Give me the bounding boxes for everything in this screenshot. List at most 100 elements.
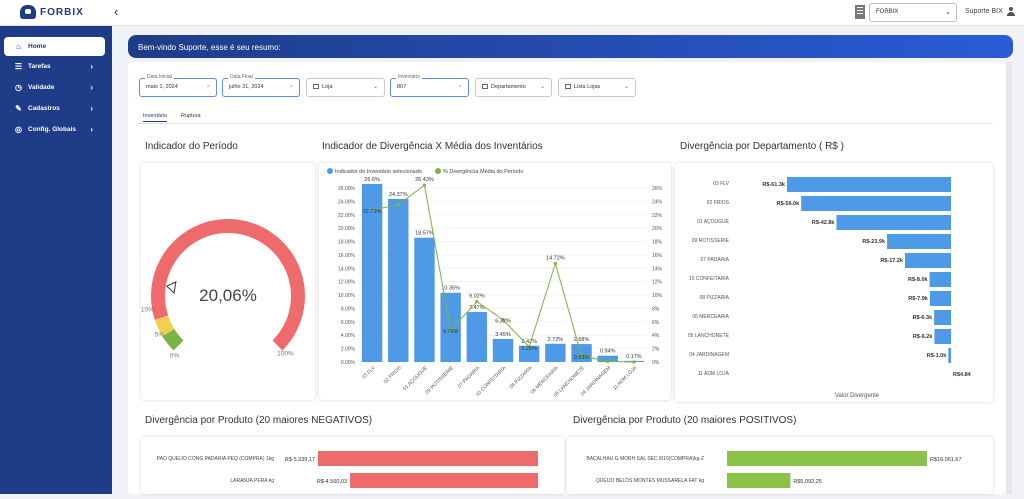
bar-label: 2.68%	[574, 337, 590, 343]
line-point	[370, 208, 374, 212]
gauge-band-2	[151, 219, 305, 351]
scrollbar[interactable]	[1006, 62, 1012, 494]
field-value: Lista Lojas	[574, 84, 601, 90]
dept-bar	[904, 253, 951, 268]
gauge-card: 20,06% 0% 5% 10% 100%	[141, 163, 315, 400]
y2-tick-label: 20%	[652, 226, 663, 232]
tab-inventario[interactable]: Inventário	[143, 113, 168, 122]
y-tick-label: 18.00%	[338, 240, 356, 246]
lista-lojas-select[interactable]: Lista Lojas ⌄	[558, 78, 636, 97]
y-tick-label: 14.00%	[338, 266, 356, 272]
y2-tick-label: 18%	[652, 240, 663, 246]
forbix-logo[interactable]: FORBIX	[20, 5, 84, 19]
positivos-title: Divergência por Produto (20 maiores POSI…	[573, 415, 797, 426]
tab-ruptura[interactable]: Ruptura	[181, 113, 201, 119]
list-icon	[565, 84, 571, 90]
chevron-down-icon: ⌄	[372, 84, 378, 90]
loja-select[interactable]: Loja ⌄	[306, 78, 385, 97]
chevron-down-icon: ⌄	[945, 9, 951, 16]
clear-icon[interactable]: ×	[289, 84, 293, 90]
legend-label: % Divergência Média do Período	[443, 169, 523, 175]
dept-value: R$4.84	[953, 372, 972, 378]
line-point	[527, 345, 531, 349]
divergence-card: Indicador do Inventário selecionado % Div…	[319, 163, 671, 400]
y2-tick-label: 14%	[652, 266, 663, 272]
sidebar-item-cadastros[interactable]: ✎ Cadastros ›	[4, 99, 105, 118]
y-tick-label: 8.00%	[341, 306, 356, 312]
field-label: Data Inicial	[145, 74, 174, 80]
product-value: R$-5.339,17	[285, 457, 315, 463]
sidebar: ⌂ Home ☰ Tarefas › ◷ Validade › ✎ Cadastros › ◎…	[0, 26, 112, 494]
dept-label: 09 ROTISSERIE	[692, 238, 730, 244]
clear-icon[interactable]: ×	[206, 84, 210, 90]
negativos-title: Divergência por Produto (20 maiores NEGA…	[145, 415, 373, 426]
bar	[597, 355, 618, 362]
chevron-right-icon: ›	[90, 83, 93, 92]
x-tick-label: 09 ROTISSERIE	[424, 365, 455, 396]
top-bar: FORBIX ‹ FORBIX ⌄ Suporte BIX	[0, 0, 1024, 26]
clock-icon: ◷	[15, 82, 22, 92]
dept-bar	[929, 272, 951, 287]
chevron-right-icon: ›	[90, 104, 93, 113]
data-inicial-field[interactable]: Data Inicial maio 1, 2024 ×	[139, 74, 217, 97]
collapse-sidebar-icon[interactable]: ‹	[114, 4, 119, 19]
sidebar-item-home[interactable]: ⌂ Home	[4, 37, 105, 56]
negativos-card: PAO QUEIJO CONG PADARIA PEQ (COMPRA) 1kg…	[141, 437, 564, 494]
product-bar	[350, 473, 538, 488]
product-label: PAO QUEIJO CONG PADARIA PEQ (COMPRA) 1kg	[157, 456, 275, 462]
sidebar-item-config-globais[interactable]: ◎ Config. Globais ›	[4, 120, 105, 139]
field-value: maio 1, 2024	[146, 84, 178, 90]
bar-label: 10.35%	[441, 286, 460, 292]
store-select[interactable]: FORBIX ⌄	[869, 3, 957, 22]
dept-bar	[801, 196, 951, 211]
store-icon	[313, 84, 319, 90]
bar-label: 0.17%	[626, 354, 642, 360]
y2-tick-label: 2%	[652, 347, 660, 353]
sidebar-item-tarefas[interactable]: ☰ Tarefas ›	[4, 57, 105, 76]
user-icon[interactable]	[1007, 7, 1015, 16]
user-name[interactable]: Suporte BIX	[965, 8, 1003, 15]
bar-label: 18.57%	[415, 231, 434, 237]
y-tick-label: 22.00%	[338, 213, 356, 219]
data-final-field[interactable]: Data Final julho 31, 2024 ×	[222, 74, 300, 97]
x-axis-label: Valor Divergente	[835, 393, 880, 399]
dept-bar	[948, 348, 951, 363]
periodo-title: Indicador do Período	[145, 141, 238, 152]
field-label: Data Final	[228, 74, 255, 80]
y2-tick-label: 26%	[652, 186, 663, 192]
line-point	[553, 261, 557, 266]
departamento-select[interactable]: Departamento ⌄	[475, 78, 552, 97]
home-icon: ⌂	[16, 41, 21, 51]
bar-label: 26.6%	[364, 177, 380, 183]
tab-divider	[138, 123, 993, 124]
edit-icon: ✎	[15, 103, 22, 113]
x-tick-label: 11 ADM LOJA	[612, 365, 639, 392]
product-bar	[318, 451, 538, 466]
sidebar-item-label: Validade	[28, 84, 55, 91]
dept-bar	[836, 215, 951, 230]
dept-value: R$-1.0k	[927, 353, 948, 359]
field-value: julho 31, 2024	[229, 84, 264, 90]
line-label: 14.72%	[546, 255, 565, 261]
y2-tick-label: 12%	[652, 280, 663, 286]
line-label: 26.43%	[415, 177, 434, 183]
positivos-chart: BACALHAU G MORH SAL SEC 8/10(COMPRA)kg-Z…	[586, 451, 962, 488]
bar-label: 24.37%	[389, 192, 408, 198]
line-point	[449, 328, 453, 332]
sidebar-item-label: Config. Globais	[28, 126, 77, 133]
product-value: R$-4.560,03	[317, 479, 347, 485]
store-select-value: FORBIX	[876, 9, 899, 15]
line-label: 4.76%	[443, 329, 459, 335]
line-point	[396, 203, 400, 207]
product-label: BACALHAU G MORH SAL SEC 8/10(COMPRA)kg-Z	[586, 456, 704, 462]
dept-label: 05 LANCHONETE	[688, 333, 730, 339]
y-tick-label: 6.00%	[341, 320, 356, 326]
line-point	[475, 300, 479, 304]
line-point	[501, 318, 505, 322]
sidebar-item-validade[interactable]: ◷ Validade ›	[4, 78, 105, 97]
inventario-field[interactable]: Inventário 807 ×	[390, 74, 469, 97]
gauge-label: 0%	[170, 352, 180, 359]
clear-icon[interactable]: ×	[458, 84, 462, 90]
x-tick-label: 02 FRIOS	[383, 365, 403, 385]
x-tick-label: 03 FLV	[361, 365, 377, 381]
